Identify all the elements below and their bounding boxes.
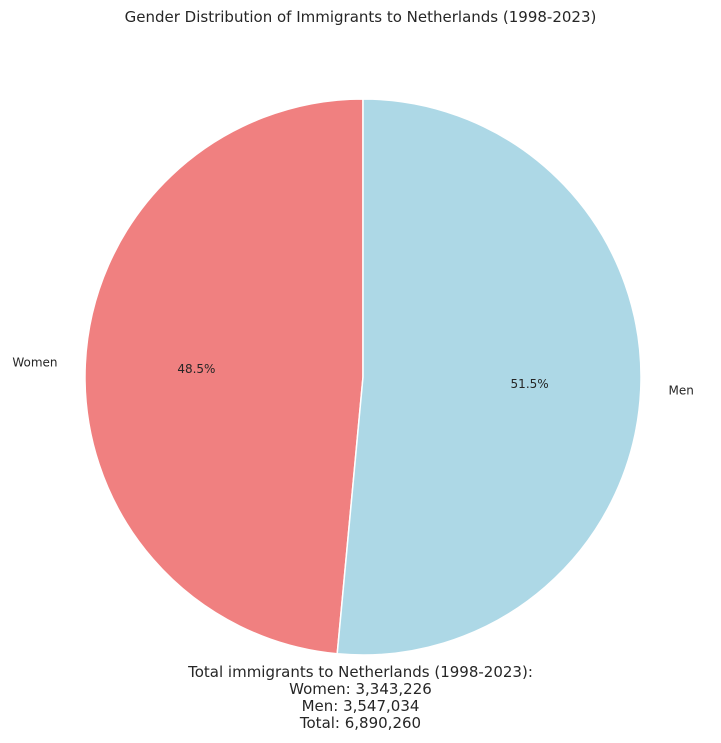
chart-title: Gender Distribution of Immigrants to Net… xyxy=(124,8,597,26)
summary-men: Men: 3,547,034 xyxy=(301,697,420,715)
pie-slices xyxy=(84,98,642,656)
summary-women: Women: 3,343,226 xyxy=(289,680,432,698)
pie-labels: Women 48.5% Men 51.5% xyxy=(12,355,693,397)
slice-label-men: Men xyxy=(668,384,693,398)
pie-slice-men xyxy=(336,98,642,656)
slice-label-women: Women xyxy=(12,355,57,369)
pie-slice-women xyxy=(84,98,364,655)
slice-percent-women: 48.5% xyxy=(177,362,215,376)
summary-text: Total immigrants to Netherlands (1998-20… xyxy=(0,664,721,732)
slice-percent-men: 51.5% xyxy=(511,377,549,391)
summary-heading: Total immigrants to Netherlands (1998-20… xyxy=(188,663,533,681)
summary-total: Total: 6,890,260 xyxy=(299,714,422,732)
